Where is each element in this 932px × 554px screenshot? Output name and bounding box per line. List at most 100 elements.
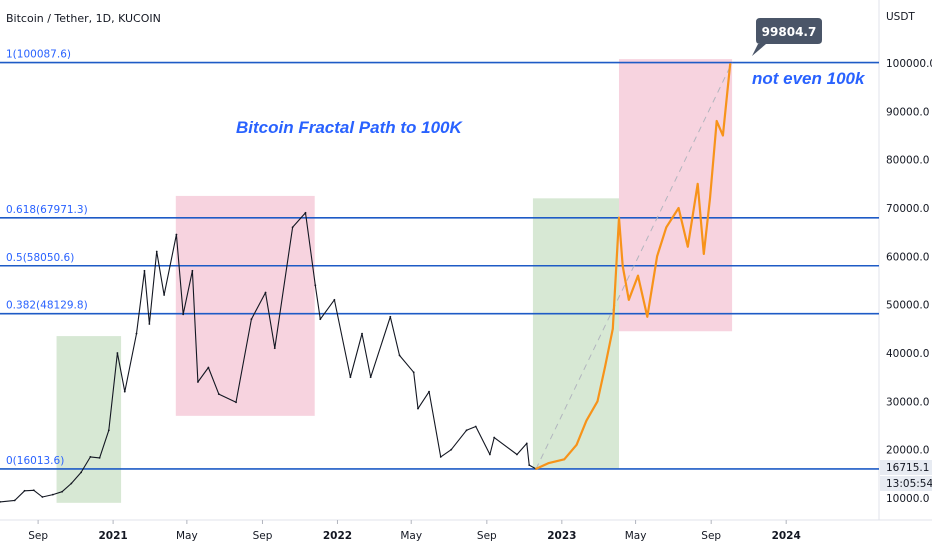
series-0-point-48 bbox=[516, 453, 518, 456]
series-0-point-11 bbox=[107, 429, 110, 432]
series-0-point-19 bbox=[175, 233, 178, 236]
series-0-point-0 bbox=[0, 500, 1, 503]
series-1-point-18 bbox=[702, 253, 705, 255]
y-tick-label-8: 90000.0 bbox=[886, 106, 929, 118]
series-0-point-2 bbox=[23, 489, 26, 492]
x-tick-label-4: 2022 bbox=[323, 530, 352, 542]
series-0-point-37 bbox=[389, 315, 392, 318]
series-0-point-50 bbox=[528, 464, 531, 467]
symbol-title[interactable]: Bitcoin / Tether, 1D, KUCOIN bbox=[6, 12, 161, 25]
series-1-point-17 bbox=[696, 182, 699, 185]
series-0-point-42 bbox=[439, 456, 442, 458]
series-1-point-14 bbox=[665, 226, 668, 229]
projection-dashed-line[interactable] bbox=[535, 62, 733, 470]
highlight-box-2 bbox=[532, 198, 619, 470]
highlight-box-1 bbox=[175, 195, 315, 416]
series-1-point-1 bbox=[547, 462, 550, 465]
series-0-point-38 bbox=[398, 354, 401, 357]
series-1-point-2 bbox=[563, 458, 566, 461]
target-badge[interactable]: 99804.7 bbox=[752, 18, 822, 56]
series-1-point-19 bbox=[709, 197, 711, 200]
y-tick-label-2: 30000.0 bbox=[886, 396, 929, 408]
series-1-point-20 bbox=[715, 120, 718, 122]
price-series bbox=[0, 63, 732, 503]
series-1-point-15 bbox=[677, 207, 680, 209]
series-0-point-44 bbox=[465, 429, 468, 432]
series-0-point-9 bbox=[89, 456, 92, 458]
series-0-point-14 bbox=[135, 332, 138, 335]
current-price-value: 16715.1 bbox=[886, 462, 929, 474]
series-1-point-16 bbox=[686, 245, 689, 248]
series-1-point-7 bbox=[611, 327, 614, 330]
series-1-point-12 bbox=[646, 315, 649, 318]
series-1-point-22 bbox=[729, 63, 732, 65]
series-1-point-13 bbox=[656, 255, 658, 258]
series-0-point-13 bbox=[123, 390, 126, 393]
fib-level-label-4: 0(16013.6) bbox=[6, 455, 64, 467]
series-0-point-41 bbox=[428, 390, 430, 393]
series-0-point-35 bbox=[361, 332, 363, 335]
series-0-point-43 bbox=[450, 448, 453, 451]
highlight-box-3 bbox=[618, 59, 733, 332]
series-0-point-8 bbox=[80, 471, 83, 474]
series-1-point-9 bbox=[621, 265, 624, 267]
series-1-point-4 bbox=[585, 419, 588, 422]
series-0-point-32 bbox=[319, 318, 322, 321]
fib-level-label-1: 0.618(67971.3) bbox=[6, 204, 88, 216]
series-0-point-12 bbox=[116, 352, 119, 354]
x-tick-label-7: 2023 bbox=[547, 530, 576, 542]
x-tick-label-5: May bbox=[400, 530, 422, 542]
series-0-point-49 bbox=[525, 442, 528, 445]
series-0-point-40 bbox=[417, 407, 419, 410]
y-tick-label-1: 20000.0 bbox=[886, 445, 929, 457]
series-0-point-22 bbox=[197, 381, 199, 383]
series-0-point-21 bbox=[191, 269, 194, 272]
series-0-point-31 bbox=[314, 284, 317, 287]
series-0-point-29 bbox=[291, 226, 294, 229]
series-0-point-45 bbox=[474, 425, 477, 428]
y-tick-label-9: 100000.0 bbox=[886, 58, 932, 70]
y-tick-label-3: 40000.0 bbox=[886, 348, 929, 360]
fib-level-label-3: 0.382(48129.8) bbox=[6, 300, 88, 312]
series-1-point-10 bbox=[627, 298, 630, 301]
series-line-0 bbox=[0, 212, 537, 503]
highlight-boxes bbox=[56, 59, 733, 503]
series-0-point-15 bbox=[143, 269, 146, 272]
series-0-point-23 bbox=[207, 366, 210, 369]
price-axis[interactable]: 10000.0 20000.0 30000.0 40000.0 50000.0 60000… bbox=[886, 58, 932, 505]
x-tick-label-9: Sep bbox=[701, 530, 721, 542]
x-tick-label-0: Sep bbox=[28, 530, 48, 542]
series-0-point-1 bbox=[13, 499, 16, 502]
target-badge-label: 99804.7 bbox=[762, 25, 817, 39]
series-0-point-10 bbox=[98, 456, 101, 459]
annotation-target[interactable]: not even 100k bbox=[752, 69, 866, 88]
series-0-point-33 bbox=[333, 298, 336, 301]
series-0-point-36 bbox=[369, 376, 372, 379]
series-1-point-11 bbox=[637, 274, 639, 277]
series-0-point-16 bbox=[148, 323, 151, 325]
annotation-title[interactable]: Bitcoin Fractal Path to 100K bbox=[236, 118, 463, 137]
fib-level-label-0: 1(100087.6) bbox=[6, 49, 71, 61]
series-1-point-6 bbox=[603, 366, 606, 369]
series-0-point-39 bbox=[412, 371, 415, 374]
series-0-point-20 bbox=[182, 313, 185, 316]
series-0-point-28 bbox=[273, 347, 276, 350]
x-tick-label-6: Sep bbox=[477, 530, 497, 542]
fib-level-label-2: 0.5(58050.6) bbox=[6, 252, 74, 264]
series-1-point-8 bbox=[618, 216, 620, 219]
series-0-point-47 bbox=[493, 436, 496, 439]
y-tick-label-0: 10000.0 bbox=[886, 493, 929, 505]
series-0-point-27 bbox=[264, 291, 267, 294]
series-0-point-34 bbox=[349, 376, 352, 379]
highlight-box-0 bbox=[56, 336, 122, 503]
x-tick-label-2: May bbox=[176, 530, 198, 542]
series-0-point-4 bbox=[41, 496, 44, 498]
series-0-point-18 bbox=[163, 294, 166, 296]
series-1-point-5 bbox=[596, 400, 599, 403]
x-tick-label-8: May bbox=[625, 530, 647, 542]
series-1-point-0 bbox=[535, 468, 537, 470]
y-tick-label-4: 50000.0 bbox=[886, 300, 929, 312]
time-axis[interactable]: Sep 2021 May Sep 2022 May Sep 2023 May Sep 2024 bbox=[28, 520, 801, 542]
